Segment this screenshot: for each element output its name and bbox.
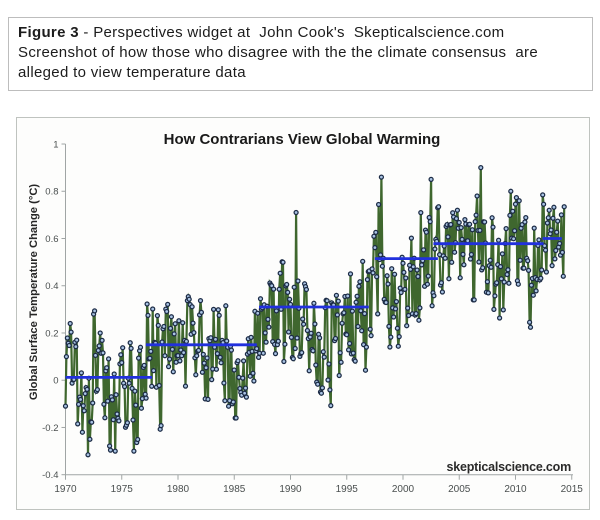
svg-text:1990: 1990 [279, 484, 302, 495]
svg-text:Global Surface Temperature Cha: Global Surface Temperature Change (°C) [28, 184, 40, 401]
svg-text:1985: 1985 [223, 484, 246, 495]
svg-text:1980: 1980 [167, 484, 190, 495]
svg-text:0.4: 0.4 [45, 281, 58, 292]
svg-text:1995: 1995 [336, 484, 359, 495]
svg-text:How Contrarians View Global Wa: How Contrarians View Global Warming [164, 131, 441, 148]
svg-text:-0.2: -0.2 [42, 423, 58, 434]
svg-text:1: 1 [53, 139, 58, 150]
svg-text:2015: 2015 [561, 484, 584, 495]
svg-text:0.8: 0.8 [45, 187, 58, 198]
svg-text:2000: 2000 [392, 484, 415, 495]
svg-text:0.2: 0.2 [45, 328, 58, 339]
svg-text:skepticalscience.com: skepticalscience.com [446, 460, 571, 474]
svg-text:-0.4: -0.4 [42, 470, 58, 481]
svg-text:2005: 2005 [448, 484, 471, 495]
svg-text:0: 0 [53, 376, 58, 387]
svg-text:2010: 2010 [504, 484, 527, 495]
svg-text:1970: 1970 [54, 484, 77, 495]
svg-text:1975: 1975 [111, 484, 134, 495]
svg-text:0.6: 0.6 [45, 234, 58, 245]
